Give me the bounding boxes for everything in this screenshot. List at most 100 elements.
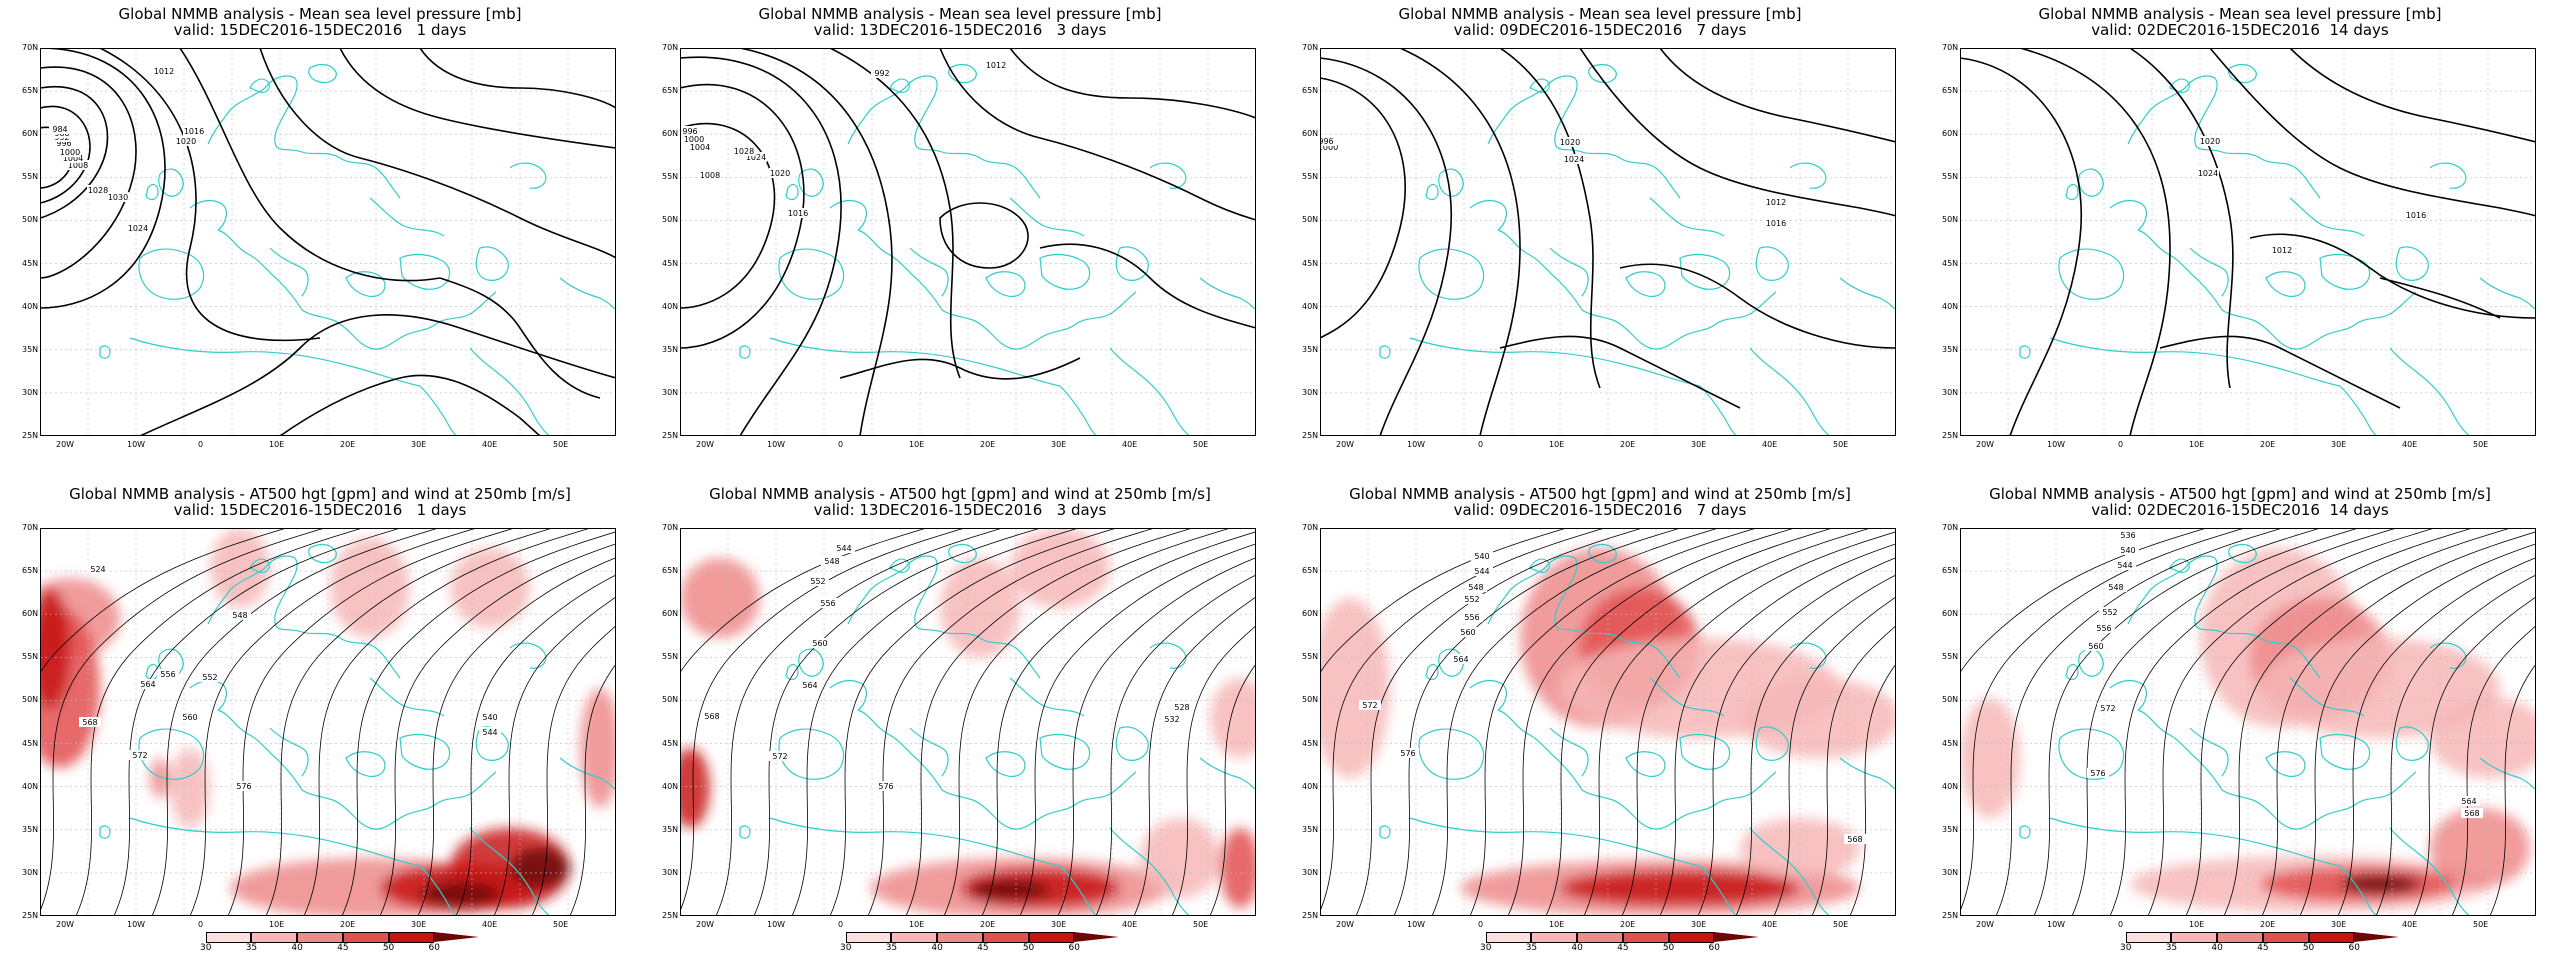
contour-line (1171, 625, 1256, 916)
colorbar-bin (1531, 932, 1578, 943)
coastline (1497, 709, 1583, 791)
longitude-tick-label: 10W (2047, 920, 2066, 929)
contour-line (2299, 543, 2536, 916)
coastline (138, 728, 205, 780)
latitude-tick-label: 25N (1942, 431, 1959, 440)
colorbar-bin (2217, 932, 2263, 943)
latitude-tick-label: 50N (1302, 215, 1319, 225)
latitude-tick-label: 35N (662, 824, 679, 834)
coastline (2228, 63, 2257, 84)
latitude-tick-label: 60N (662, 129, 679, 139)
coastline (1749, 827, 1831, 916)
coastline (399, 771, 497, 819)
contour-line (179, 48, 441, 282)
contour-line (939, 202, 1029, 269)
panel-valid-period: valid: 13DEC2016-15DEC2016 3 days (813, 21, 1107, 39)
contour-line (339, 48, 616, 149)
colorbar-label: 40 (291, 943, 303, 953)
coastline (2127, 75, 2223, 153)
map-svg: 544 548 552 556 560 564 568 572 576 528 532 (680, 528, 1256, 916)
coastline (308, 63, 337, 84)
contour-line (139, 314, 616, 436)
contour-label: 564 (802, 681, 817, 690)
wind-shade-area (2430, 698, 2536, 778)
coastline (1588, 63, 1617, 84)
wind-speed-shading (680, 528, 1256, 916)
contour-line (680, 56, 842, 436)
coastlines (1379, 543, 1896, 916)
longitude-tick-label: 50E (1833, 440, 1849, 449)
latitude-tick-label: 50N (1302, 695, 1319, 705)
coastline (2065, 663, 2079, 681)
contour-line (1009, 48, 1256, 119)
longitude-tick-label: 0 (2118, 440, 2124, 449)
longitude-tick-label: 0 (198, 920, 204, 929)
coastline (1199, 277, 1256, 311)
coastline (909, 247, 949, 297)
latitude-tick-label: 30N (1942, 387, 1959, 397)
latitude-tick-label: 55N (22, 172, 39, 182)
coastline (2137, 229, 2223, 311)
coastline (889, 558, 910, 573)
latitude-tick-label: 25N (662, 911, 679, 920)
contour-line (99, 48, 321, 342)
coastline (889, 78, 910, 93)
contour-label: 1024 (1564, 155, 1584, 164)
wind-shade-area (2340, 874, 2420, 894)
contour-label-bg (2461, 808, 2483, 818)
latitude-tick-label: 70N (22, 523, 39, 532)
coastline (399, 291, 497, 339)
latitude-tick-label: 30N (22, 867, 39, 877)
contour-label-bg (127, 223, 149, 233)
contour-line (1320, 528, 1568, 674)
longitude-tick-label: 10W (1407, 920, 1426, 929)
latitude-tick-label: 45N (1302, 258, 1319, 268)
longitude-tick-label: 0 (838, 440, 844, 449)
contour-label-bg (87, 564, 109, 574)
coastline (1039, 733, 1091, 770)
contour-label: 540 (482, 713, 497, 722)
coastline (2065, 183, 2079, 201)
coastline (798, 168, 824, 197)
coastline (1409, 337, 1701, 387)
contour-line (1393, 528, 1682, 916)
contour-label-bg (833, 543, 855, 553)
coastline (475, 246, 509, 281)
latitude-tick-label: 40N (1942, 781, 1959, 791)
longitude-tick-label: 10E (1549, 440, 1565, 449)
latitude-tick-label: 70N (22, 43, 39, 52)
colorbar-label: 45 (977, 943, 989, 953)
map-frame (1320, 48, 1896, 436)
map-plot-area: 524 548 552 556 560 564 568 572 576 540 544 (40, 528, 616, 916)
contour-label: 568 (2464, 809, 2479, 818)
latitude-tick-label: 65N (1942, 566, 1959, 576)
contour-label: 544 (2117, 561, 2132, 570)
coastline (1749, 347, 1831, 436)
panel-valid-period: valid: 09DEC2016-15DEC2016 7 days (1453, 501, 1747, 519)
coastline (2049, 817, 2341, 867)
colorbar-label: 35 (885, 943, 898, 953)
coastline (1679, 291, 1777, 339)
contour-label: 548 (824, 557, 839, 566)
contour-line (1697, 557, 1896, 916)
wind-shade-area (1320, 598, 1390, 778)
coastline (145, 663, 159, 681)
panel-title: Global NMMB analysis - Mean sea level pr… (640, 6, 1280, 38)
contour-line (2289, 48, 2536, 143)
coastline (158, 168, 184, 197)
longitude-tick-label: 40E (1122, 440, 1138, 449)
latitude-tick-label: 70N (662, 523, 679, 532)
contour-line (1320, 528, 1606, 913)
colorbar-bin (297, 932, 343, 943)
coastline (785, 663, 799, 681)
coastline (2221, 789, 2321, 830)
contour-label-bg (799, 680, 821, 690)
latitude-tick-label: 60N (1302, 129, 1319, 139)
longitude-tick-label: 40E (482, 440, 498, 449)
coastline (2221, 309, 2321, 350)
latitude-tick-label: 50N (22, 215, 39, 225)
latitude-tick-label: 60N (1942, 609, 1959, 619)
contour-label: 544 (482, 728, 497, 737)
longitude-tick-label: 30E (1691, 920, 1707, 929)
